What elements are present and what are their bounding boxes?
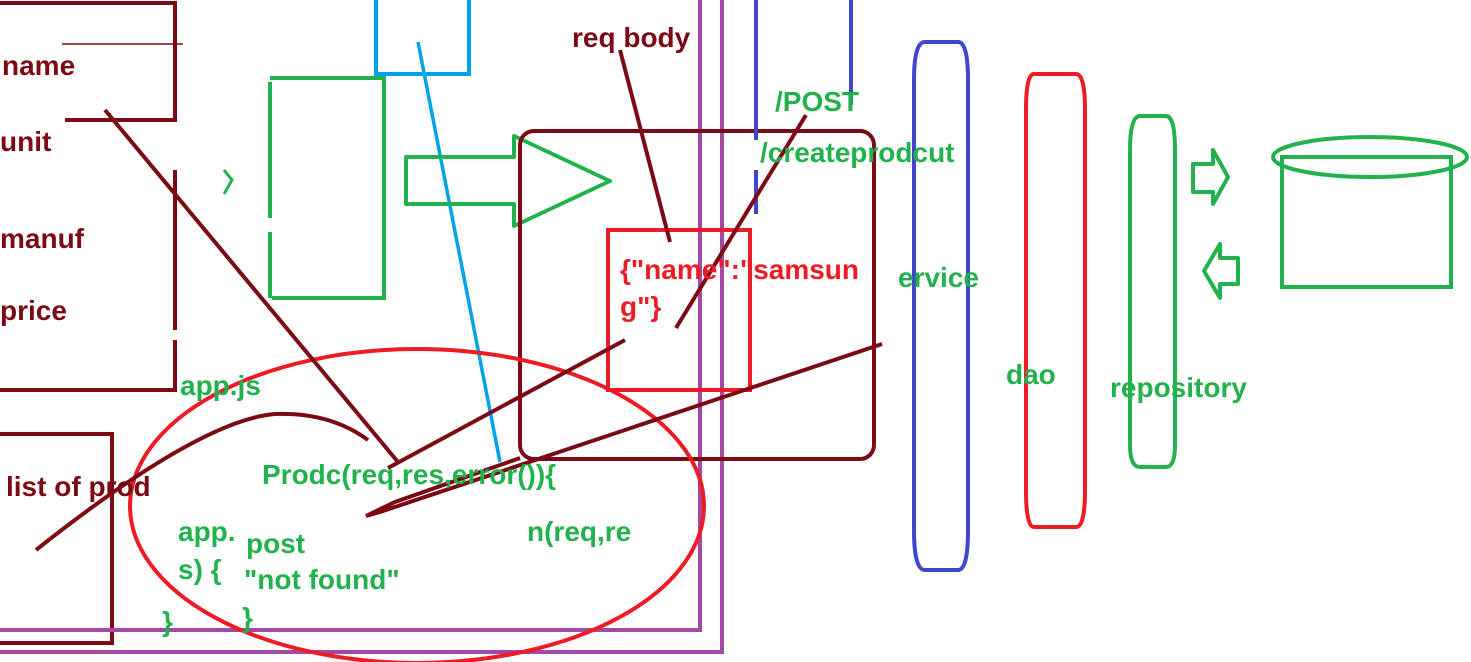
code-close-brace: } <box>242 602 253 633</box>
code-line-2a: app. <box>178 516 236 547</box>
green-component-box <box>268 76 386 300</box>
form-field-name: name <box>2 50 75 81</box>
json-line-1: {"name":"samsun <box>620 254 859 285</box>
http-method-label: /POST <box>775 86 859 117</box>
endpoint-path-label: /createprodcut <box>760 137 955 168</box>
maroon-connectors <box>34 49 883 552</box>
green-tick-mark <box>222 169 234 195</box>
code-line-2b: n(req,re <box>527 516 631 547</box>
code-ellipse <box>128 347 706 662</box>
db-arrow-left-icon <box>1202 242 1240 300</box>
cyan-connector <box>416 41 502 463</box>
app-js-label: app.js <box>180 370 261 401</box>
code-line-1: Prodc(req,res,error()){ <box>262 459 556 490</box>
repository-label: repository <box>1110 372 1247 403</box>
database-icon <box>1271 135 1469 289</box>
repository-pillar <box>1128 114 1177 469</box>
product-list-box <box>0 432 114 645</box>
json-line-2: g"} <box>620 291 661 322</box>
app-boundary-outer <box>0 0 724 654</box>
service-pillar <box>912 40 970 572</box>
dao-pillar <box>1024 72 1087 529</box>
code-not-found-label: "not found" <box>244 564 400 595</box>
dao-label: dao <box>1006 359 1056 390</box>
app-boundary-inner <box>0 0 702 632</box>
code-line-3: s) { <box>178 554 222 585</box>
req-body-label: req body <box>572 22 691 53</box>
form-field-price: price <box>0 295 67 326</box>
form-field-manuf: manuf <box>0 223 85 254</box>
form-field-unit: unit <box>0 126 51 157</box>
code-line-4: } <box>162 606 173 637</box>
code-post-label: post <box>246 528 305 559</box>
request-arrow <box>404 134 612 228</box>
db-arrow-right-icon <box>1191 148 1230 206</box>
product-list-label: list of prod <box>6 471 151 502</box>
service-label: ervice <box>898 262 979 293</box>
request-box <box>518 129 876 461</box>
